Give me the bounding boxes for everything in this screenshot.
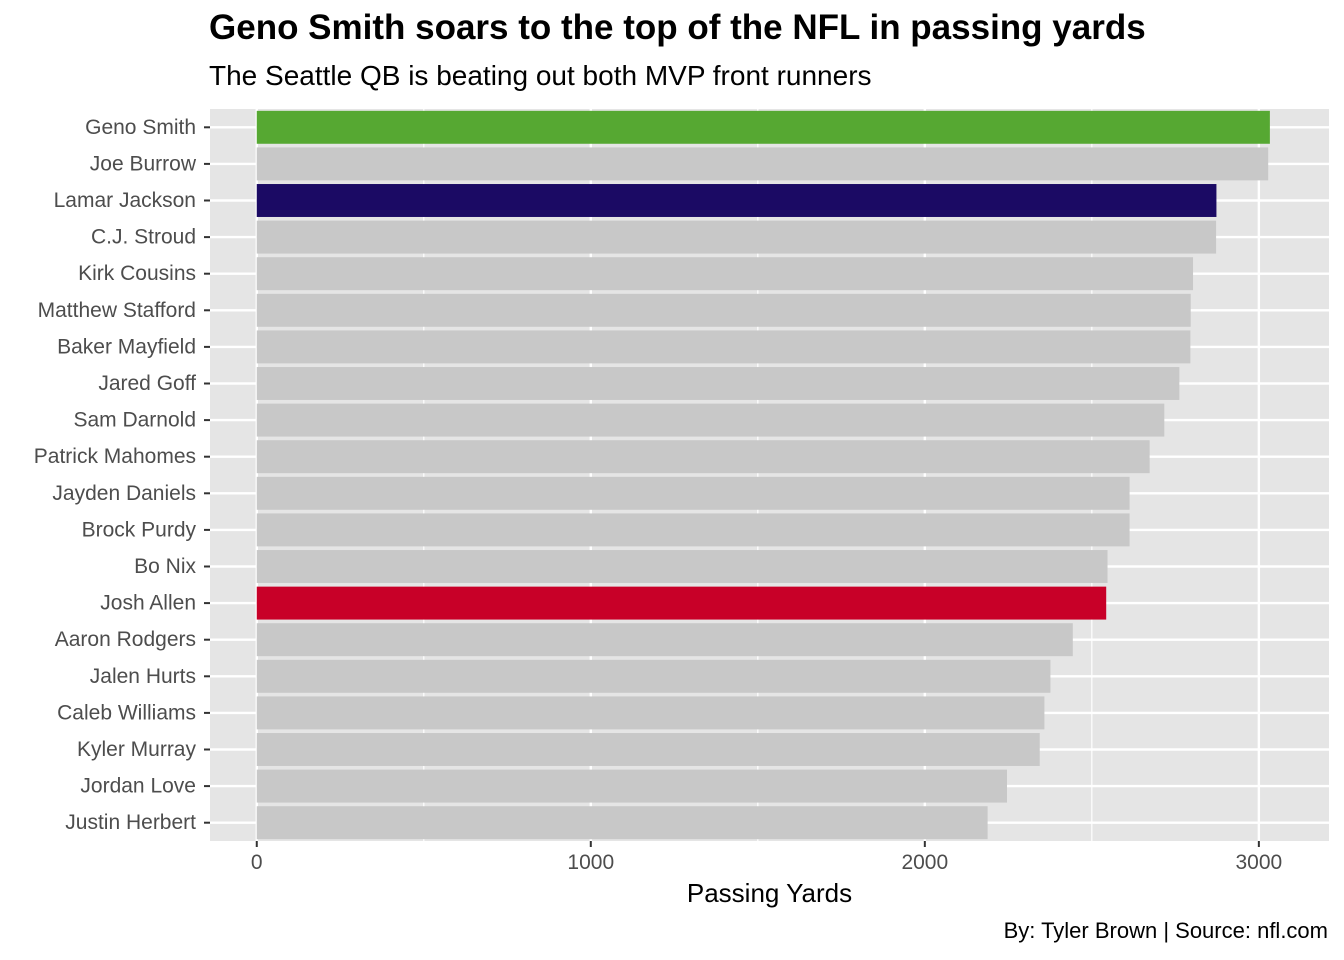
x-tick-label: 2000 (901, 851, 948, 874)
y-tick-label: Jayden Daniels (52, 482, 196, 505)
bar-c-j-stroud (256, 220, 1217, 254)
bar-brock-purdy (256, 513, 1130, 547)
bar-bo-nix (256, 550, 1108, 583)
bar-jordan-love (256, 769, 1007, 803)
bar-patrick-mahomes (256, 440, 1150, 474)
bar-jayden-daniels (256, 476, 1130, 510)
y-tick-label: Brock Purdy (82, 518, 197, 541)
y-tick-label: Aaron Rodgers (55, 628, 196, 651)
bar-lamar-jackson (256, 184, 1217, 217)
chart-caption: By: Tyler Brown | Source: nfl.com (1003, 918, 1328, 943)
x-axis-title: Passing Yards (687, 878, 852, 908)
bar-matthew-stafford (256, 293, 1191, 327)
bars (256, 110, 1270, 840)
y-tick-label: Caleb Williams (57, 701, 196, 724)
y-tick-label: Justin Herbert (65, 811, 196, 834)
bar-geno-smith (256, 110, 1270, 144)
bar-justin-herbert (256, 806, 988, 840)
y-tick-label: Baker Mayfield (57, 335, 196, 358)
y-axis: Geno Smith Joe Burrow Lamar Jackson C.J. St… (34, 116, 210, 834)
y-tick-label: Sam Darnold (73, 409, 196, 432)
bar-baker-mayfield (256, 330, 1191, 364)
x-axis: 0 1000 2000 3000 (251, 841, 1282, 874)
x-tick-label: 1000 (567, 851, 614, 874)
y-tick-label: Jalen Hurts (90, 665, 196, 688)
bar-kyler-murray (256, 733, 1040, 766)
chart-subtitle: The Seattle QB is beating out both MVP f… (209, 60, 872, 91)
bar-kirk-cousins (256, 257, 1194, 291)
y-tick-label: Bo Nix (134, 555, 196, 578)
y-tick-label: Lamar Jackson (54, 189, 196, 212)
bar-jalen-hurts (256, 659, 1051, 693)
chart-title: Geno Smith soars to the top of the NFL i… (209, 8, 1146, 47)
y-tick-label: Jordan Love (80, 775, 196, 798)
y-tick-label: Joe Burrow (90, 152, 197, 175)
y-tick-label: Matthew Stafford (38, 299, 196, 322)
bar-joe-burrow (256, 147, 1269, 181)
y-tick-label: Kyler Murray (77, 738, 197, 761)
bar-josh-allen (256, 586, 1107, 620)
bar-jared-goff (256, 367, 1180, 400)
y-tick-label: C.J. Stroud (91, 226, 196, 249)
x-tick-label: 0 (251, 851, 263, 874)
bar-caleb-williams (256, 696, 1045, 730)
x-tick-label: 3000 (1235, 851, 1282, 874)
y-tick-label: Josh Allen (100, 592, 196, 615)
bar-aaron-rodgers (256, 623, 1073, 657)
y-tick-label: Jared Goff (98, 372, 196, 395)
y-tick-label: Kirk Cousins (78, 262, 196, 285)
bar-sam-darnold (256, 403, 1165, 437)
plot-panel (210, 109, 1329, 841)
y-tick-label: Geno Smith (85, 116, 196, 139)
y-tick-label: Patrick Mahomes (34, 445, 196, 468)
